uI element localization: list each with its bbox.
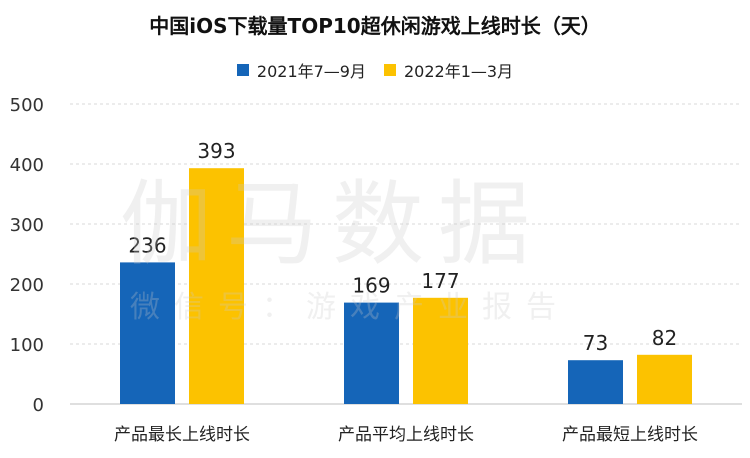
data-label: 82 [652,326,677,350]
legend-label-series-1: 2021年7—9月 [256,62,366,81]
x-tick-label: 产品最短上线时长 [562,425,698,445]
y-tick-label: 200 [10,275,44,296]
data-label: 169 [352,274,390,298]
data-label: 393 [197,139,235,163]
y-tick-label: 400 [10,155,44,176]
legend-swatch-series-1 [236,64,249,76]
x-tick-label: 产品平均上线时长 [338,425,474,445]
x-tick-label: 产品最长上线时长 [114,425,250,445]
bar-series-1 [568,360,623,404]
bar-series-2 [189,168,244,404]
y-tick-label: 0 [33,395,44,416]
legend-label-series-2: 2022年1—3月 [404,62,514,81]
bar-series-2 [637,354,692,404]
chart-title: 中国iOS下载量TOP10超休闲游戏上线时长（天） [149,14,601,38]
bar-series-1 [120,262,175,404]
y-tick-label: 500 [10,95,44,116]
bar-series-2 [413,297,468,404]
y-tick-label: 100 [10,335,44,356]
chart-legend: 2021年7—9月 2022年1—3月 [0,58,750,82]
legend-item-series-2: 2022年1—3月 [384,58,513,82]
legend-swatch-series-2 [384,64,396,76]
legend-item-series-1: 2021年7—9月 [236,58,366,82]
y-tick-label: 300 [10,215,44,236]
data-label: 177 [421,269,459,293]
data-label: 73 [583,331,608,355]
bar-series-1 [344,302,399,404]
data-label: 236 [128,233,166,257]
